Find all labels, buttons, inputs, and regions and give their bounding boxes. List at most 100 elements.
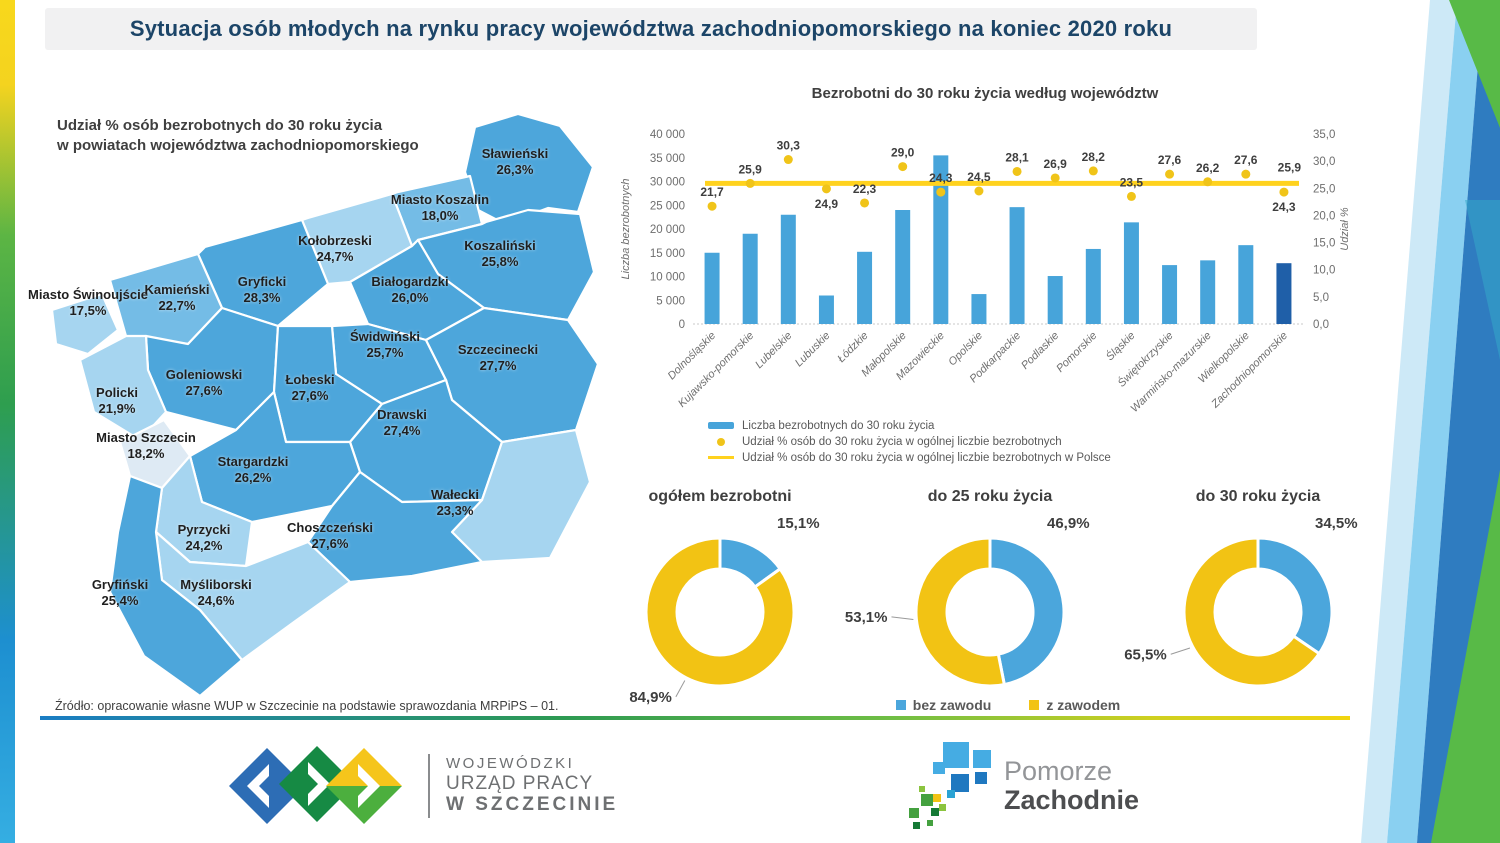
- left-stripe-decoration: [0, 0, 15, 843]
- donut-chart-ogolem: ogółem bezrobotni 15,1% 84,9%: [570, 488, 870, 713]
- x-axis-label: Lubuskie: [793, 330, 833, 370]
- dot-value-label: 26,2: [1196, 161, 1220, 175]
- bar: [1238, 245, 1254, 324]
- donut-legend: bez zawodu z zawodem: [858, 697, 1158, 713]
- bar: [1200, 260, 1216, 324]
- bar: [857, 251, 873, 324]
- bar: [1047, 276, 1063, 324]
- dot-swatch-icon: [707, 437, 735, 446]
- separator-line: [40, 716, 1350, 720]
- y-axis-left-tick: 40 000: [650, 129, 685, 141]
- legend-item-bars: Liczba bezrobotnych do 30 roku życia: [707, 418, 1111, 433]
- yellow-square-icon: [1029, 700, 1040, 710]
- slice-z-zawodem: [1182, 536, 1322, 688]
- blue-square-icon: [895, 700, 906, 710]
- y-axis-left-tick: 10 000: [650, 272, 685, 284]
- page-title: Sytuacja osób młodych na rynku pracy woj…: [129, 16, 1173, 41]
- legend-item-line: Udział % osób do 30 roku życia w ogólnej…: [707, 450, 1111, 465]
- y-axis-right-tick: 5,0: [1313, 292, 1329, 304]
- divider: [428, 754, 430, 818]
- y-axis-left-tick: 0: [679, 319, 685, 331]
- x-axis-label: Pomorskie: [1054, 330, 1099, 375]
- donut-chart-do30: do 30 roku życia 34,5% 65,5%: [1108, 488, 1408, 713]
- dot-marker: [1126, 191, 1136, 201]
- dot-marker: [1203, 177, 1213, 187]
- dot-marker: [1279, 187, 1289, 197]
- wup-line3: W SZCZECINIE: [446, 794, 619, 816]
- dot-value-label: 24,3: [1272, 200, 1296, 214]
- source-note: Źródło: opracowanie własne WUP w Szczeci…: [55, 699, 559, 713]
- slice-label-blue: 15,1%: [777, 515, 820, 532]
- legend-label: Liczba bezrobotnych do 30 roku życia: [742, 419, 935, 432]
- bar: [971, 294, 987, 324]
- leader-line: [675, 680, 686, 698]
- leader-line: [1170, 647, 1191, 655]
- y-axis-left-tick: 20 000: [650, 224, 685, 236]
- dot-value-label: 25,9: [739, 162, 763, 176]
- dot-value-label: 21,7: [700, 185, 724, 199]
- pomorze-zachodnie-logo: Pomorze Zachodnie: [903, 738, 1139, 833]
- map-section: Udział % osób bezrobotnych do 30 roku ży…: [28, 112, 610, 712]
- donut-title: ogółem bezrobotni: [648, 488, 792, 505]
- y-axis-right-tick: 10,0: [1313, 265, 1335, 277]
- dot-marker: [860, 198, 870, 208]
- bar: [818, 295, 834, 324]
- legend-item-dots: Udział % osób do 30 roku życia w ogólnej…: [707, 434, 1111, 449]
- y-axis-left-tick: 35 000: [650, 153, 685, 165]
- pz-logo-text: Pomorze Zachodnie: [1004, 757, 1139, 814]
- chart-title: Bezrobotni do 30 roku życia według wojew…: [811, 85, 1159, 102]
- wup-line2: URZĄD PRACY: [446, 773, 594, 795]
- dot-value-label: 27,6: [1234, 153, 1258, 167]
- bar-swatch-icon: [707, 422, 735, 429]
- bar: [1009, 207, 1025, 324]
- slice-label-blue: 46,9%: [1047, 515, 1090, 532]
- legend-label: z zawodem: [1046, 697, 1121, 713]
- donut-chart-do25: do 25 roku życia 46,9% 53,1%: [840, 488, 1140, 713]
- y-axis-right-tick: 15,0: [1313, 238, 1335, 250]
- y-axis-left-title: Liczba bezrobotnych: [620, 179, 632, 280]
- dot-value-label: 28,1: [1005, 150, 1029, 164]
- pz-line2: Zachodnie: [1004, 784, 1140, 815]
- slice-label-yellow: 65,5%: [1124, 646, 1167, 663]
- dot-marker: [974, 186, 984, 196]
- chart-legend: Liczba bezrobotnych do 30 roku życia Udz…: [707, 418, 1111, 466]
- district-shape: [78, 334, 168, 442]
- dot-marker: [1241, 169, 1251, 179]
- dot-value-label: 24,9: [815, 197, 839, 211]
- dot-value-label: 23,5: [1120, 175, 1144, 189]
- district-shape: [50, 292, 120, 356]
- bar: [1276, 263, 1292, 324]
- donut-title: do 25 roku życia: [927, 488, 1053, 505]
- y-axis-left-tick: 30 000: [650, 177, 685, 189]
- slice-z-zawodem: [644, 536, 796, 688]
- donut-plot: 34,5% 65,5%: [1124, 515, 1358, 688]
- legend-label: Udział % osób do 30 roku życia w ogólnej…: [742, 435, 1062, 448]
- y-axis-right-tick: 35,0: [1313, 129, 1335, 141]
- dot-value-label: 22,3: [853, 182, 877, 196]
- dot-value-label: 26,9: [1044, 157, 1068, 171]
- y-axis-right-tick: 0,0: [1313, 319, 1329, 331]
- bar: [780, 214, 796, 324]
- x-axis-label: Kujawsko-pomorskie: [676, 330, 756, 410]
- leader-line: [891, 616, 914, 620]
- dot-value-label: 24,5: [967, 170, 991, 184]
- wup-logo: WOJEWÓDZKI URZĄD PRACY W SZCZECINIE: [212, 740, 618, 832]
- y-axis-right-title: Udział %: [1339, 207, 1351, 251]
- pz-line1: Pomorze: [1004, 756, 1113, 787]
- y-axis-left-tick: 25 000: [650, 200, 685, 212]
- y-axis-right-tick: 20,0: [1313, 210, 1335, 222]
- map-heading-line2: w powiatach województwa zachodniopomorsk…: [57, 137, 419, 155]
- bar-chart-plot: 40 000 35 000 30 000 25 000 20 000 15 000 10 0…: [620, 129, 1351, 415]
- dot-marker: [898, 162, 908, 172]
- bar: [742, 233, 758, 324]
- y-axis-left-tick: 5 000: [656, 295, 685, 307]
- dot-marker: [936, 187, 946, 197]
- bar: [1085, 248, 1101, 324]
- slice-bez-zawodu: [1256, 536, 1334, 656]
- right-ribbon-decoration: [1361, 0, 1500, 843]
- slice-label-yellow: 84,9%: [629, 689, 672, 706]
- map-svg: [50, 112, 600, 698]
- slice-bez-zawodu: [988, 536, 1066, 687]
- slice-label-yellow: 53,1%: [845, 609, 888, 626]
- dot-value-label: 27,6: [1158, 153, 1182, 167]
